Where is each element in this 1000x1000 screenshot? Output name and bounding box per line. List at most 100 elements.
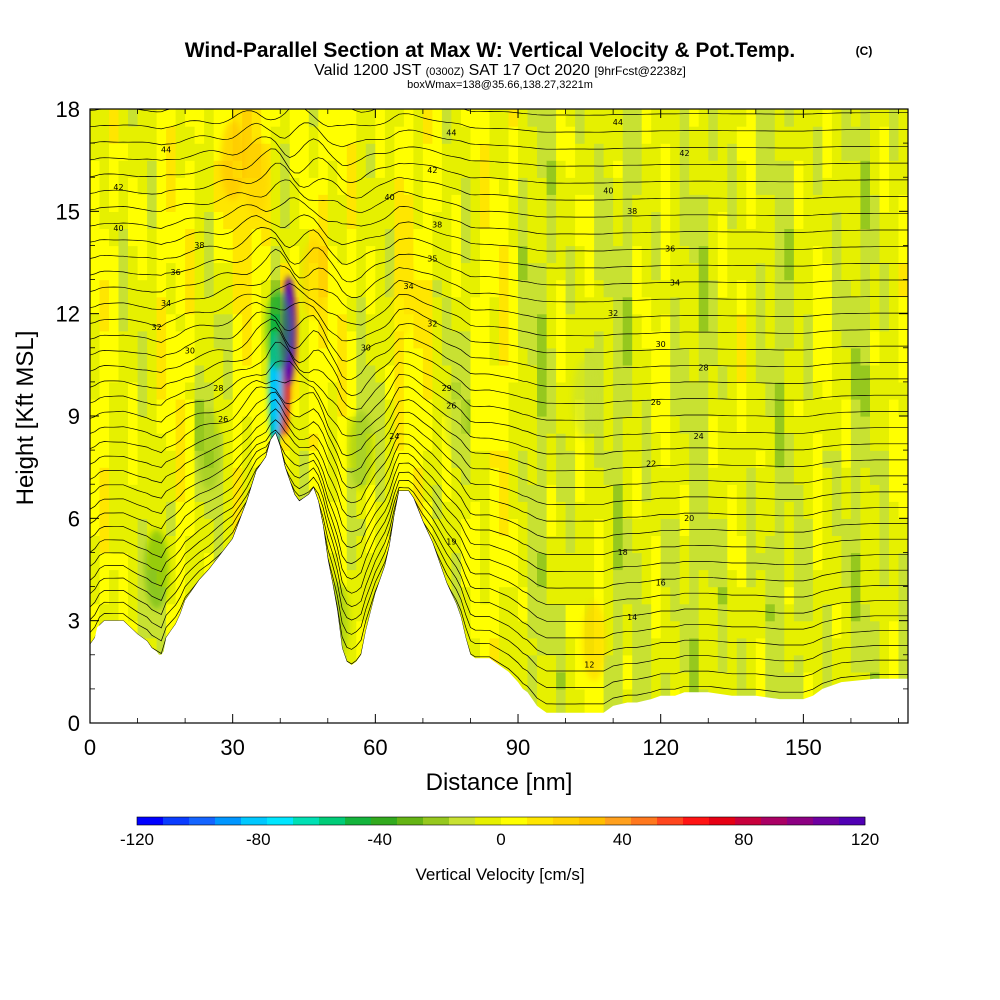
- velocity-cell: [346, 211, 357, 229]
- velocity-cell: [784, 637, 795, 656]
- velocity-cell: [613, 552, 624, 571]
- velocity-cell: [613, 450, 624, 468]
- velocity-cell: [223, 109, 234, 127]
- velocity-cell: [784, 364, 795, 383]
- velocity-cell: [413, 484, 424, 502]
- velocity-cell: [660, 228, 671, 247]
- velocity-cell: [594, 160, 605, 178]
- velocity-cell: [822, 569, 833, 588]
- colorbar-tick-label: -40: [367, 830, 392, 849]
- velocity-cell: [565, 296, 576, 315]
- velocity-cell: [527, 330, 538, 349]
- velocity-cell: [128, 586, 139, 605]
- velocity-cell: [679, 416, 690, 434]
- velocity-cell: [632, 501, 643, 519]
- velocity-cell: [793, 160, 804, 178]
- theta-contour: [90, 429, 908, 556]
- velocity-cell: [461, 535, 472, 554]
- velocity-cell: [480, 194, 491, 212]
- velocity-cell: [251, 364, 262, 383]
- velocity-cell: [299, 433, 310, 451]
- velocity-cell: [99, 296, 110, 315]
- velocity-cell: [537, 143, 548, 161]
- velocity-cell: [499, 450, 510, 468]
- velocity-cell: [613, 126, 624, 144]
- velocity-cell: [831, 671, 842, 690]
- velocity-cell: [841, 177, 852, 195]
- velocity-cell: [765, 109, 776, 127]
- velocity-cell: [831, 398, 842, 417]
- velocity-cell: [403, 416, 414, 434]
- velocity-cell: [565, 245, 576, 264]
- velocity-cell: [147, 433, 158, 451]
- velocity-cell: [641, 143, 652, 161]
- velocity-cell: [575, 126, 586, 144]
- velocity-cell: [356, 330, 367, 349]
- velocity-cell: [137, 433, 148, 451]
- velocity-cell: [841, 416, 852, 434]
- velocity-cell: [632, 296, 643, 315]
- velocity-cell: [803, 518, 814, 536]
- velocity-cell: [109, 398, 120, 417]
- velocity-cell: [289, 398, 300, 417]
- velocity-cell: [90, 467, 101, 485]
- velocity-cell: [518, 109, 529, 127]
- velocity-cell: [232, 484, 243, 502]
- velocity-cell: [337, 109, 348, 127]
- velocity-cell: [90, 194, 101, 212]
- velocity-cell: [356, 637, 367, 656]
- velocity-cell: [432, 177, 443, 195]
- velocity-cell: [641, 467, 652, 485]
- velocity-cell: [727, 637, 738, 656]
- velocity-cell: [451, 279, 462, 298]
- velocity-cell: [327, 313, 338, 332]
- velocity-cell: [232, 347, 243, 366]
- velocity-cell: [156, 126, 167, 144]
- utc-time: (0300Z): [426, 66, 465, 78]
- velocity-cell: [109, 245, 120, 264]
- velocity-cell: [708, 586, 719, 605]
- velocity-cell: [499, 535, 510, 554]
- velocity-cell: [499, 262, 510, 281]
- velocity-cell: [870, 109, 881, 127]
- velocity-cell: [118, 552, 129, 571]
- velocity-cell: [318, 364, 329, 383]
- velocity-cell: [327, 467, 338, 485]
- velocity-cell: [118, 177, 129, 195]
- velocity-cell: [898, 279, 908, 298]
- velocity-cell: [765, 484, 776, 502]
- velocity-cell: [822, 245, 833, 264]
- velocity-cell: [803, 194, 814, 212]
- velocity-cell: [717, 603, 728, 622]
- velocity-cell: [299, 313, 310, 332]
- velocity-cell: [889, 501, 900, 519]
- contour-label: 18: [618, 548, 628, 557]
- velocity-cell: [717, 160, 728, 178]
- velocity-cell: [575, 109, 586, 127]
- velocity-cell: [812, 603, 823, 622]
- velocity-cell: [822, 330, 833, 349]
- velocity-cell: [194, 109, 205, 127]
- velocity-cell: [651, 330, 662, 349]
- velocity-cell: [480, 313, 491, 332]
- velocity-cell: [822, 347, 833, 366]
- velocity-cell: [137, 211, 148, 229]
- velocity-cell: [137, 569, 148, 588]
- velocity-cell: [613, 518, 624, 536]
- velocity-cell: [755, 313, 766, 332]
- velocity-cell: [185, 501, 196, 519]
- velocity-cell: [251, 416, 262, 434]
- colorbar-label: Vertical Velocity [cm/s]: [415, 865, 584, 884]
- velocity-cell: [337, 245, 348, 264]
- velocity-cell: [698, 654, 709, 673]
- velocity-cell: [99, 364, 110, 383]
- velocity-cell: [337, 569, 348, 588]
- velocity-cell: [860, 518, 871, 536]
- x-tick-label: 150: [785, 735, 822, 760]
- y-tick-label: 6: [68, 506, 80, 531]
- velocity-cell: [822, 603, 833, 622]
- velocity-cell: [632, 177, 643, 195]
- velocity-cell: [441, 194, 452, 212]
- velocity-cell: [327, 262, 338, 281]
- velocity-cell: [670, 586, 681, 605]
